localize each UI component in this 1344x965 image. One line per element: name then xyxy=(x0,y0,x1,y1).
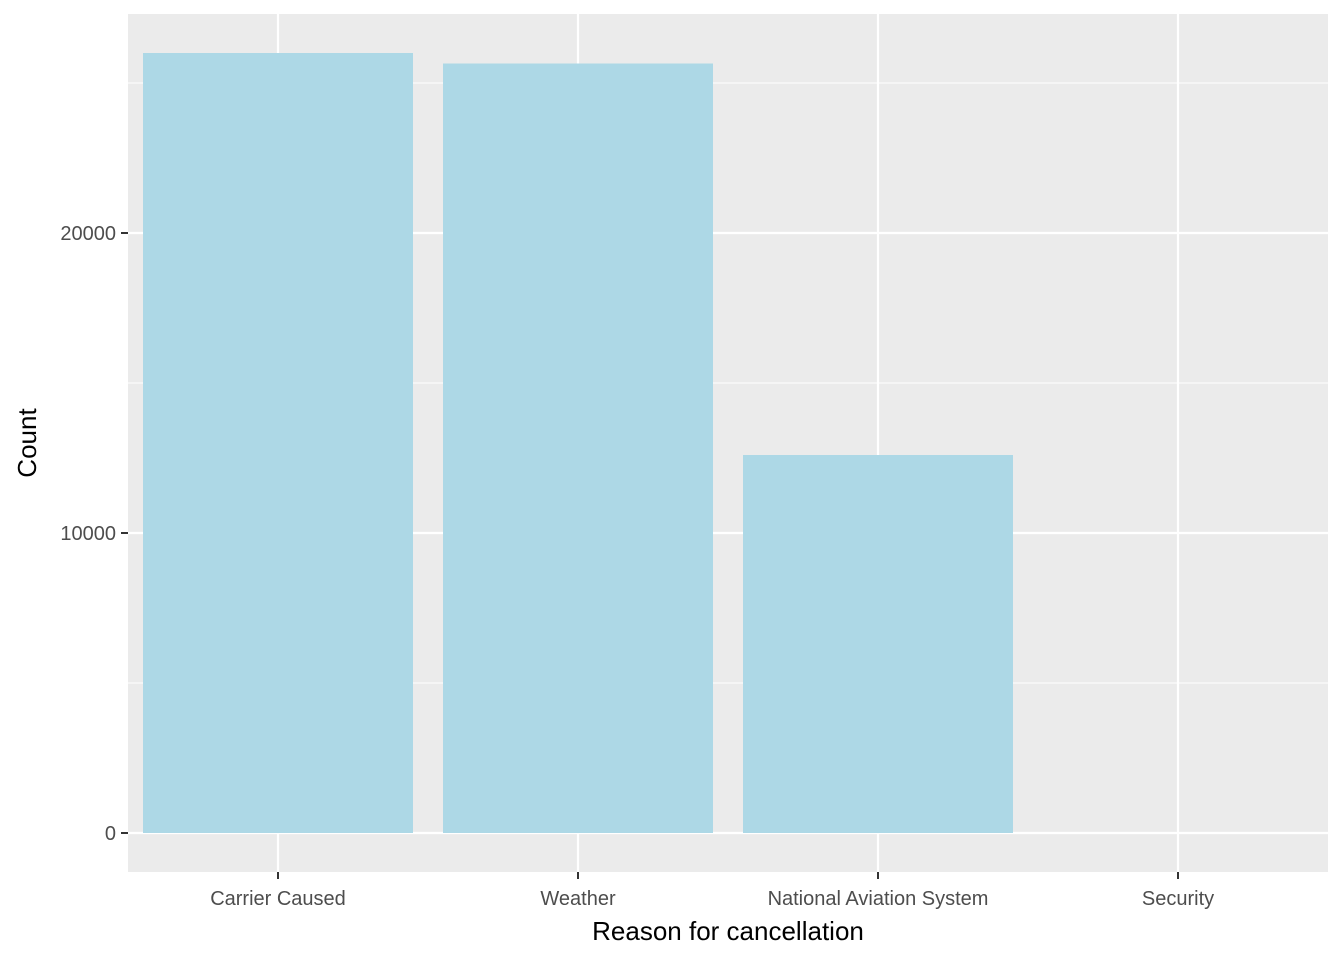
x-tick-label: Security xyxy=(1142,888,1214,910)
bar-carrier-caused xyxy=(143,53,413,833)
y-tick-label: 0 xyxy=(105,823,116,845)
axes: 0 10000 20000 Carrier Caused Weather National… xyxy=(60,223,1214,910)
x-axis-title: Reason for cancellation xyxy=(592,916,864,946)
y-axis-title: Count xyxy=(12,408,42,478)
x-tick-label: National Aviation System xyxy=(768,888,989,910)
x-tick-label: Carrier Caused xyxy=(210,888,346,910)
bars xyxy=(143,53,1013,833)
x-tick-label: Weather xyxy=(540,888,616,910)
bar-weather xyxy=(443,63,713,833)
y-tick-label: 20000 xyxy=(60,223,116,245)
y-tick-label: 10000 xyxy=(60,523,116,545)
bar-national-aviation-system xyxy=(743,455,1013,833)
